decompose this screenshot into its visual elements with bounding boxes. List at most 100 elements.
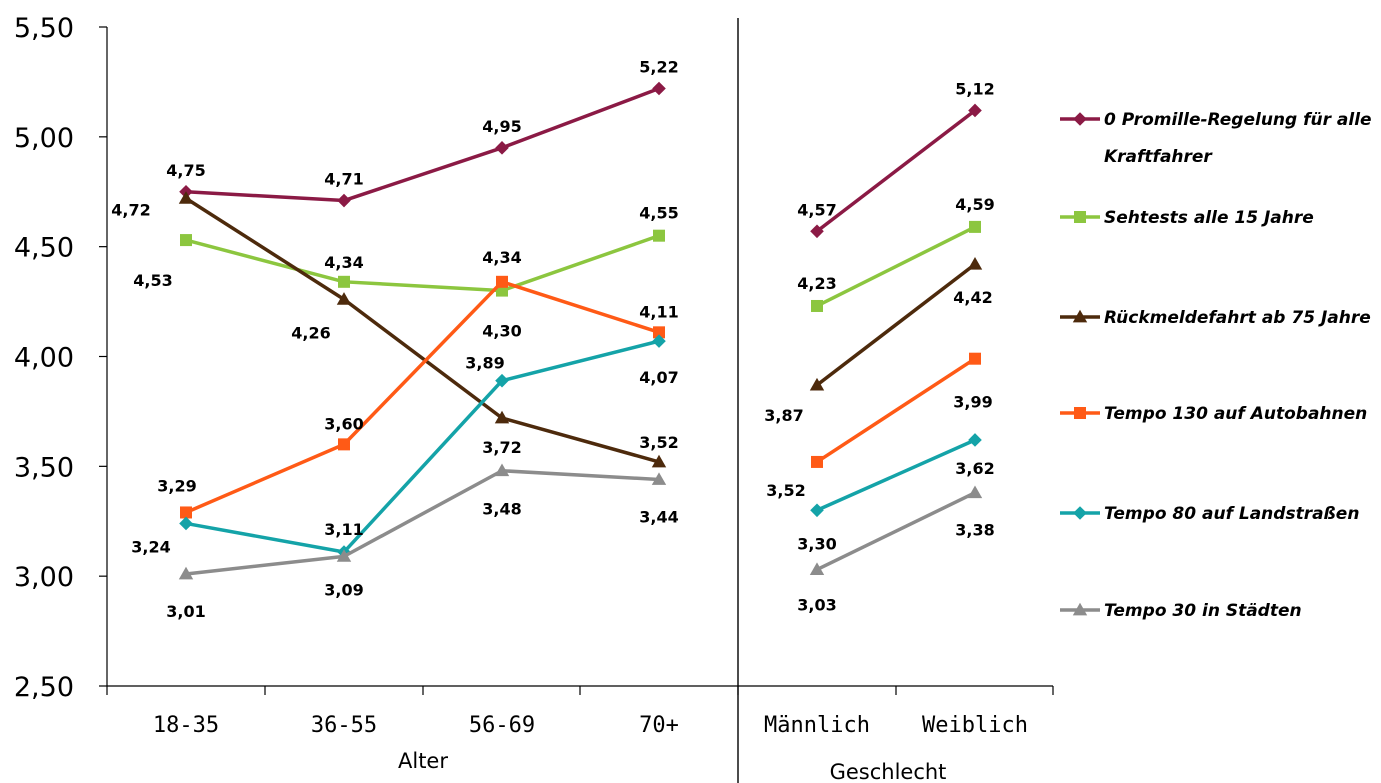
data-point-marker xyxy=(338,275,350,288)
legend-swatch-marker xyxy=(1074,407,1086,419)
series-line-geschlecht xyxy=(816,491,976,572)
data-label: 3,48 xyxy=(482,500,521,519)
legend-label: Rückmeldefahrt ab 75 Jahre xyxy=(1104,308,1371,328)
series-line-alter xyxy=(185,280,660,515)
chart-series xyxy=(178,81,983,580)
series-line-geschlecht xyxy=(815,262,977,387)
data-label: 3,38 xyxy=(955,521,994,540)
data-label: 5,12 xyxy=(955,79,994,98)
data-point-marker xyxy=(496,275,508,288)
data-label: 3,87 xyxy=(764,406,803,425)
legend-item: Tempo 130 auf Autobahnen xyxy=(1060,404,1367,424)
data-label: 3,11 xyxy=(324,520,363,539)
data-label: 3,72 xyxy=(482,438,521,457)
legend-item: Tempo 30 in Städten xyxy=(1060,601,1302,621)
legend-label: Tempo 80 auf Landstraßen xyxy=(1104,504,1359,524)
series-line-geschlecht xyxy=(816,438,976,512)
x-category-label: 56-69 xyxy=(469,713,535,738)
data-point-marker xyxy=(969,220,981,233)
y-tick-label: 4,50 xyxy=(14,233,74,264)
data-point-marker xyxy=(968,103,982,118)
y-tick-label: 4,00 xyxy=(14,343,74,374)
data-point-marker xyxy=(651,472,667,485)
data-point-marker xyxy=(969,352,981,365)
data-label: 4,57 xyxy=(797,200,836,219)
data-label: 4,07 xyxy=(639,368,678,387)
series-line-geschlecht xyxy=(815,109,977,233)
series-line-alter xyxy=(185,468,660,576)
data-label: 3,09 xyxy=(324,580,363,599)
data-label: 3,44 xyxy=(639,508,678,527)
data-label: 3,52 xyxy=(766,481,805,500)
data-label: 4,55 xyxy=(639,204,678,223)
data-label: 3,89 xyxy=(465,354,504,373)
series-line-alter xyxy=(185,339,660,554)
legend-swatch-marker xyxy=(1072,309,1088,323)
data-point-marker xyxy=(810,224,824,239)
data-point-marker xyxy=(179,516,193,531)
data-point-marker xyxy=(967,485,983,499)
data-point-marker xyxy=(653,229,665,242)
data-label: 4,71 xyxy=(324,170,363,189)
series-line-geschlecht xyxy=(816,225,976,308)
data-label: 3,29 xyxy=(157,476,196,495)
data-label: 4,11 xyxy=(639,302,678,321)
data-point-marker xyxy=(651,454,667,468)
data-label: 4,34 xyxy=(324,253,363,272)
data-label: 4,23 xyxy=(797,274,836,293)
data-point-marker xyxy=(336,549,352,562)
data-label: 4,59 xyxy=(955,195,994,214)
legend-swatch-marker xyxy=(1072,602,1088,616)
y-tick-label: 3,00 xyxy=(14,562,74,593)
chart-legend: 0 Promille-Regelung für alle Kraftfahrer S… xyxy=(1060,110,1372,621)
data-label: 3,24 xyxy=(131,537,170,556)
legend-label: Tempo 130 auf Autobahnen xyxy=(1104,404,1367,424)
data-point-marker xyxy=(652,334,666,348)
y-tick-label: 3,50 xyxy=(14,452,74,483)
legend-swatch-marker xyxy=(1073,112,1087,126)
data-label: 3,62 xyxy=(955,459,994,478)
data-point-marker xyxy=(494,410,510,424)
data-label: 3,99 xyxy=(953,393,992,412)
series-line-alter xyxy=(185,196,660,464)
data-label: 4,42 xyxy=(953,288,992,307)
data-point-marker xyxy=(811,455,823,468)
x-group-label: Alter xyxy=(398,749,448,773)
data-label: 3,60 xyxy=(324,414,363,433)
x-category-label: Männlich xyxy=(764,713,870,738)
data-point-marker xyxy=(652,81,666,96)
x-category-label: Weiblich xyxy=(922,713,1028,738)
data-label: 4,26 xyxy=(291,323,330,342)
data-point-marker xyxy=(494,463,510,477)
legend-label: Kraftfahrer xyxy=(1104,147,1213,167)
data-point-marker xyxy=(180,234,192,247)
legend-swatch-marker xyxy=(1073,506,1087,520)
data-point-marker xyxy=(810,503,824,518)
y-tick-label: 2,50 xyxy=(14,672,74,703)
data-label: 4,53 xyxy=(133,271,172,290)
data-label: 3,01 xyxy=(166,602,205,621)
chart-data-labels: 4,75 4,71 4,95 5,22 4,57 5,12 4,53 4,34 4,30 4,55… xyxy=(111,58,994,621)
data-label: 5,22 xyxy=(639,58,678,77)
data-point-marker xyxy=(178,566,194,580)
data-point-marker xyxy=(809,377,825,391)
legend-item: Tempo 80 auf Landstraßen xyxy=(1060,504,1359,524)
legend-label: Sehtests alle 15 Jahre xyxy=(1104,208,1314,228)
legend-label: 0 Promille-Regelung für alle xyxy=(1104,110,1372,130)
legend-item: 0 Promille-Regelung für alle Kraftfahrer xyxy=(1060,110,1372,167)
data-point-marker xyxy=(809,562,825,575)
data-label: 3,03 xyxy=(797,596,836,615)
data-point-marker xyxy=(337,193,351,208)
data-point-marker xyxy=(180,506,192,519)
data-label: 3,52 xyxy=(639,433,678,452)
data-label: 4,30 xyxy=(482,322,521,341)
legend-label: Tempo 30 in Städten xyxy=(1104,601,1302,621)
data-label: 4,95 xyxy=(482,117,521,136)
x-category-label: 36-55 xyxy=(311,713,377,738)
y-tick-label: 5,00 xyxy=(14,123,74,154)
data-point-marker xyxy=(653,326,665,339)
data-point-marker xyxy=(811,299,823,312)
data-point-marker xyxy=(968,433,982,447)
data-label: 4,34 xyxy=(482,248,521,267)
